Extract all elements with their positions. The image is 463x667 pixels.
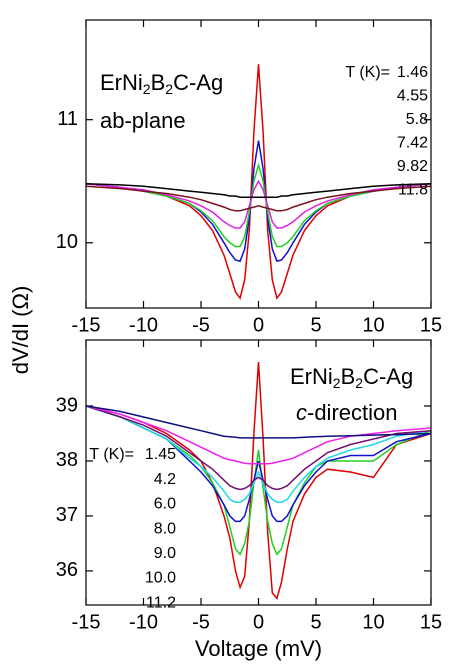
x-tick-label: 10	[362, 611, 384, 633]
curve	[86, 405, 431, 503]
formula-part: C-Ag	[363, 364, 413, 389]
x-tick-label: -15	[72, 611, 101, 633]
formula-part: ErNi	[100, 70, 143, 95]
curve	[86, 179, 431, 229]
curve	[86, 182, 431, 198]
x-tick-label: 0	[253, 611, 264, 633]
legend-entry: 5.8	[406, 111, 428, 128]
x-tick-label: 15	[420, 611, 442, 633]
legend-entry: 10.0	[145, 570, 176, 587]
x-tick-label: 15	[420, 314, 442, 336]
y-tick-label: 37	[56, 504, 78, 526]
formula-part: B	[151, 70, 166, 95]
legend-entry: 9.82	[397, 158, 428, 175]
legend-title: T (K)=	[89, 446, 134, 463]
y-tick-label: 11	[57, 108, 78, 130]
formula: ErNi2B2C-Ag	[100, 70, 223, 97]
curve	[86, 405, 431, 439]
legend-entry: 1.46	[397, 64, 428, 81]
x-tick-label: 0	[253, 314, 264, 336]
x-tick-label: 10	[362, 314, 384, 336]
x-tick-label: -10	[129, 314, 158, 336]
legend-entry: 7.42	[397, 135, 428, 152]
legend-entry: 11.8	[398, 182, 428, 199]
x-tick-label: -10	[129, 611, 158, 633]
curve	[86, 64, 431, 300]
formula-part: B	[341, 364, 356, 389]
formula: ErNi2B2C-Ag	[290, 364, 413, 391]
y-tick-label: 39	[56, 394, 78, 416]
x-tick-label: 5	[310, 314, 321, 336]
curve	[86, 140, 431, 263]
annotation: c-direction	[296, 400, 397, 425]
annotation-part: c	[296, 400, 307, 425]
curve	[86, 361, 431, 600]
x-tick-label: -15	[72, 314, 101, 336]
subscript: 2	[333, 375, 341, 391]
plot-frame	[85, 339, 432, 606]
subscript: 2	[143, 81, 151, 97]
x-tick-label: 5	[310, 611, 321, 633]
panel: -15 -10 -5 0 5 10 1536373839ErNi2B2C-Agc-direc…	[56, 339, 442, 661]
legend-entry: 9.0	[154, 545, 176, 562]
x-tick-label: -5	[192, 314, 210, 336]
y-tick-label: 36	[56, 559, 78, 581]
y-tick-label: 10	[56, 231, 78, 253]
curve	[86, 162, 431, 248]
curve	[86, 185, 431, 212]
legend-title: T (K)=	[345, 64, 390, 81]
legend-entry: 6.0	[154, 496, 176, 513]
legend-entry: 4.55	[397, 88, 428, 105]
curve	[86, 405, 431, 523]
legend-entry: 8.0	[154, 520, 176, 537]
y-tick-label: 38	[56, 449, 78, 471]
x-tick-label: -5	[192, 611, 210, 633]
curve	[86, 405, 431, 491]
annotation-part: -direction	[307, 400, 397, 425]
subscript: 2	[165, 81, 173, 97]
subscript: 2	[355, 375, 363, 391]
y-axis-label: dV/dI (Ω)	[8, 286, 33, 375]
legend-entry: 4.2	[154, 471, 176, 488]
formula-part: ErNi	[290, 364, 333, 389]
legend-entry: 1.45	[145, 446, 176, 463]
x-axis-label: Voltage (mV)	[195, 636, 322, 661]
curve	[86, 405, 431, 465]
legend-entry: 11.2	[146, 594, 176, 611]
curve	[86, 405, 431, 556]
plot-frame	[85, 19, 432, 309]
formula-part: C-Ag	[173, 70, 223, 95]
annotation: ab-plane	[100, 108, 186, 133]
